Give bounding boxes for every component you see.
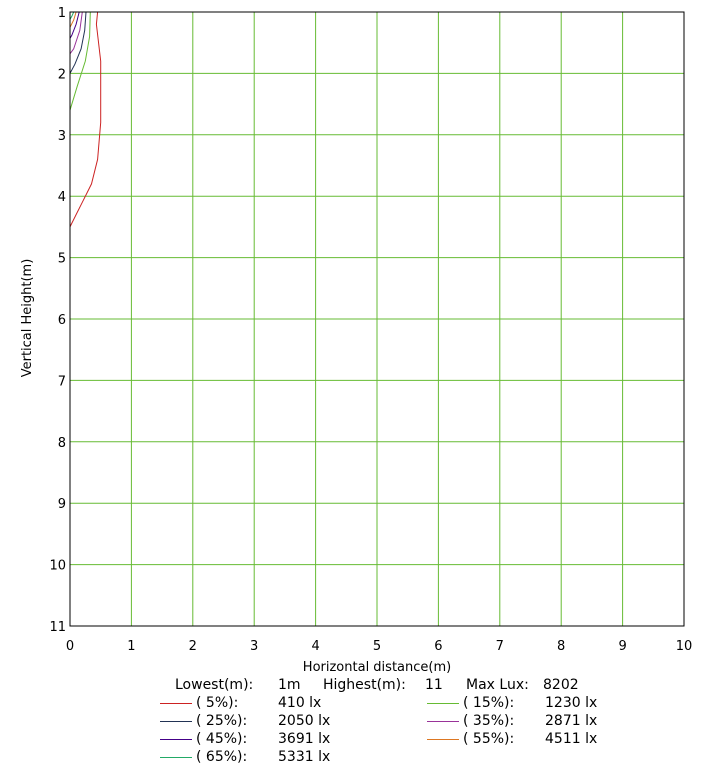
x-tick-label: 7 [496,639,504,654]
x-tick-label: 5 [373,639,381,654]
x-tick-label: 9 [618,639,626,654]
x-tick-label: 1 [127,639,135,654]
x-tick-label: 8 [557,639,565,654]
y-tick-labels: 1 2 3 4 5 6 7 8 9 10 11 [49,6,66,635]
legend-swatch [427,721,459,722]
legend-value: 1230 lx [545,695,598,711]
grid-lines [69,11,685,627]
maxlux-value: 8202 [543,677,579,693]
legend-name: ( 35%): [463,713,515,729]
isolux-curve-4 [69,11,80,39]
legend-swatch [160,703,192,704]
isolux-curve-1 [69,11,91,111]
legend-swatch [160,739,192,740]
isolux-curve-3 [69,11,83,55]
isolux-curve-0 [69,11,102,228]
legend-name: ( 15%): [463,695,515,711]
x-tick-label: 10 [676,639,693,654]
y-tick-label: 2 [58,67,66,82]
y-tick-label: 3 [58,129,66,144]
legend-value: 3691 lx [278,731,331,747]
x-tick-labels: 0 1 2 3 4 5 6 7 8 9 10 [66,639,692,654]
legend-name: ( 5%): [196,695,239,711]
isolux-curves [69,11,102,228]
y-tick-label: 8 [58,436,66,451]
y-tick-label: 7 [58,374,66,389]
legend-swatch [160,757,192,758]
lowest-value: 1m [278,677,301,693]
legend-value: 4511 lx [545,731,598,747]
highest-value: 11 [425,677,443,693]
legend-swatch [160,721,192,722]
y-tick-label: 4 [58,190,66,205]
x-tick-label: 2 [189,639,197,654]
maxlux-label: Max Lux: [466,677,529,693]
legend-name: ( 25%): [196,713,248,729]
x-axis-label: Horizontal distance(m) [303,660,451,675]
legend-value: 2871 lx [545,713,598,729]
y-tick-label: 6 [58,313,66,328]
isolux-curve-6 [69,11,75,20]
y-tick-label: 5 [58,252,66,267]
x-tick-label: 4 [311,639,319,654]
y-tick-label: 11 [49,620,66,635]
y-tick-label: 9 [58,497,66,512]
legend-value: 5331 lx [278,749,331,765]
legend-swatch [427,703,459,704]
x-tick-label: 6 [434,639,442,654]
y-axis-label: Vertical Height(m) [20,259,35,378]
isolux-curve-2 [69,11,87,74]
x-tick-label: 0 [66,639,74,654]
legend-name: ( 65%): [196,749,248,765]
legend-value: 410 lx [278,695,322,711]
plot-frame [69,11,685,627]
x-tick-label: 3 [250,639,258,654]
legend-name: ( 55%): [463,731,515,747]
legend-name: ( 45%): [196,731,248,747]
lowest-label: Lowest(m): [175,677,254,693]
highest-label: Highest(m): [323,677,406,693]
legend-value: 2050 lx [278,713,331,729]
y-tick-label: 10 [49,559,66,574]
legend-swatch [427,739,459,740]
y-tick-label: 1 [58,6,66,21]
isolux-curve-5 [69,11,77,28]
